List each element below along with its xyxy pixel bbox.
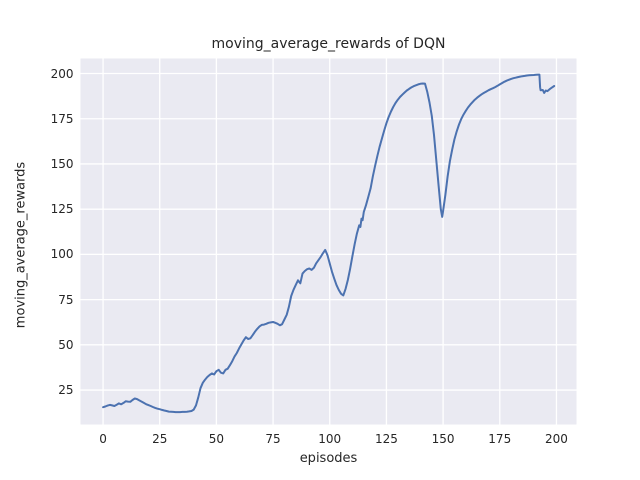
x-tick-label: 175 [488,432,512,446]
chart-title: moving_average_rewards of DQN [211,36,446,52]
plot-background [80,58,577,425]
x-tick-label: 200 [544,432,568,446]
y-tick-label: 50 [58,337,74,352]
y-axis-label: moving_average_rewards [13,161,29,329]
reward-line-series [102,73,556,414]
x-tick-label: 25 [152,432,168,446]
x-axis-label: episodes [299,451,358,466]
y-tick-label: 100 [50,247,74,262]
y-tick-label: 25 [58,383,74,398]
x-tick-label: 0 [99,432,107,446]
gridlines [80,58,577,425]
x-tick-label: 50 [208,432,225,446]
x-tick-label: 150 [431,432,455,446]
x-tick-label: 125 [374,432,398,446]
y-tick-label: 175 [50,111,74,126]
x-tick-label: 75 [265,432,281,446]
y-tick-label: 150 [50,156,74,171]
y-tick-label: 75 [58,292,74,307]
y-tick-label: 125 [50,202,74,217]
y-tick-label: 200 [50,66,74,81]
x-tick-label: 100 [318,432,342,446]
